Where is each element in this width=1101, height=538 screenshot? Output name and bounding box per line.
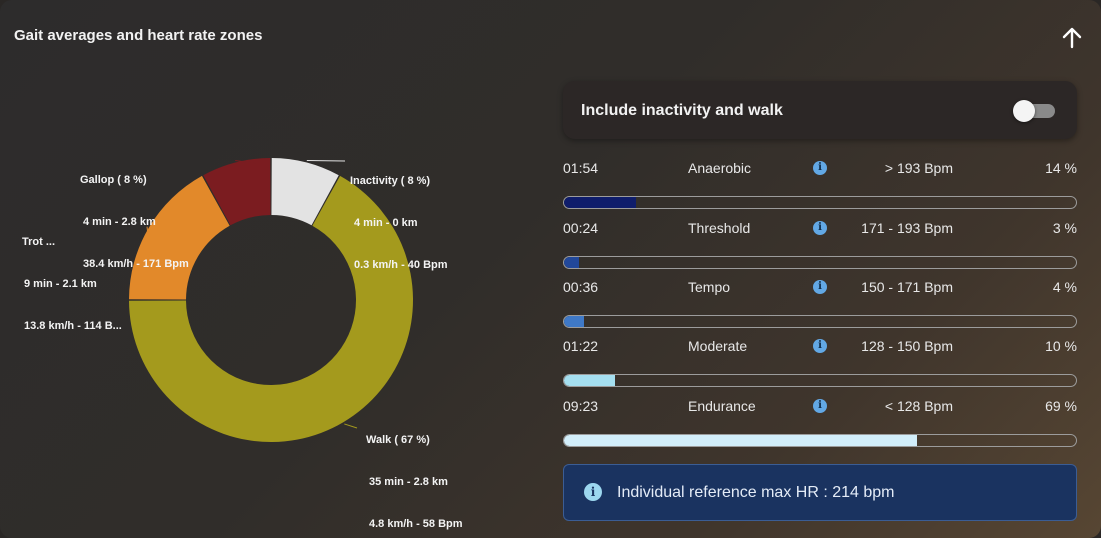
info-icon[interactable]: i (813, 399, 827, 413)
zone-name: Anaerobic (688, 160, 752, 176)
zone-range: 171 - 193 Bpm (861, 220, 953, 236)
switch-knob[interactable] (1013, 100, 1035, 122)
leader-line-gallop (235, 160, 261, 165)
info-icon: i (584, 483, 602, 501)
gait-donut-chart (129, 158, 413, 443)
max-hr-info-box: i Individual reference max HR : 214 bpm (563, 464, 1077, 521)
zone-progress-bar (563, 434, 1077, 447)
zone-time: 01:22 (563, 338, 599, 354)
zone-name: Tempo (688, 279, 731, 295)
inactivity-toggle-panel: Include inactivity and walk (563, 81, 1077, 139)
info-icon[interactable]: i (813, 221, 827, 235)
zone-progress-bar (563, 374, 1077, 387)
zone-range: 128 - 150 Bpm (861, 338, 953, 354)
zone-percent: 10 % (1045, 338, 1077, 354)
donut-slice-walk[interactable] (129, 175, 413, 443)
hr-zone-threshold: 00:24 Threshold i 171 - 193 Bpm 3 % (563, 220, 1077, 280)
zone-progress-fill (564, 197, 636, 208)
zone-range: > 193 Bpm (884, 160, 953, 176)
zone-percent: 3 % (1052, 220, 1077, 236)
slice-label-inactivity: Inactivity ( 8 %) 4 min - 0 km 0.3 km/h … (350, 175, 448, 271)
zone-progress-fill (564, 316, 585, 327)
donut-slice-trot[interactable] (129, 175, 230, 300)
zone-percent: 4 % (1052, 279, 1077, 295)
hr-zone-endurance: 09:23 Endurance i < 128 Bpm 69 % (563, 398, 1077, 458)
slice-label-trot: Trot ... 9 min - 2.1 km 13.8 km/h - 114 … (22, 236, 122, 332)
arrow-up-icon (1062, 27, 1082, 49)
zone-progress-fill (564, 375, 616, 386)
max-hr-text: Individual reference max HR : 214 bpm (617, 484, 895, 501)
zone-progress-fill (564, 257, 580, 268)
zone-progress-bar (563, 315, 1077, 328)
donut-slice-inactivity[interactable] (271, 158, 339, 226)
zone-percent: 14 % (1045, 160, 1077, 176)
zone-range: < 128 Bpm (884, 398, 953, 414)
zone-time: 01:54 (563, 160, 599, 176)
zone-name: Endurance (688, 398, 756, 414)
zone-range: 150 - 171 Bpm (861, 279, 953, 295)
zone-percent: 69 % (1045, 398, 1077, 414)
leader-line-walk (344, 423, 358, 429)
leader-line-trot (146, 226, 149, 237)
hr-zone-tempo: 00:36 Tempo i 150 - 171 Bpm 4 % (563, 279, 1077, 339)
zone-name: Threshold (688, 220, 751, 236)
zone-progress-bar (563, 196, 1077, 209)
info-icon[interactable]: i (813, 339, 827, 353)
card-title: Gait averages and heart rate zones (14, 27, 263, 44)
info-icon[interactable]: i (813, 161, 827, 175)
slice-label-gallop: Gallop ( 8 %) 4 min - 2.8 km 38.4 km/h -… (80, 174, 189, 270)
zone-time: 09:23 (563, 398, 599, 414)
zone-progress-bar (563, 256, 1077, 269)
zone-progress-fill (564, 435, 918, 446)
info-icon[interactable]: i (813, 280, 827, 294)
collapse-button[interactable] (1059, 25, 1085, 51)
toggle-label: Include inactivity and walk (581, 102, 783, 119)
hr-zone-anaerobic: 01:54 Anaerobic i > 193 Bpm 14 % (563, 160, 1077, 220)
zone-time: 00:36 (563, 279, 599, 295)
zone-name: Moderate (688, 338, 748, 354)
donut-slice-gallop[interactable] (203, 158, 271, 226)
include-inactivity-switch[interactable] (1013, 100, 1057, 122)
zone-time: 00:24 (563, 220, 599, 236)
hr-zone-moderate: 01:22 Moderate i 128 - 150 Bpm 10 % (563, 338, 1077, 398)
slice-label-walk: Walk ( 67 %) 35 min - 2.8 km 4.8 km/h - … (366, 434, 463, 530)
